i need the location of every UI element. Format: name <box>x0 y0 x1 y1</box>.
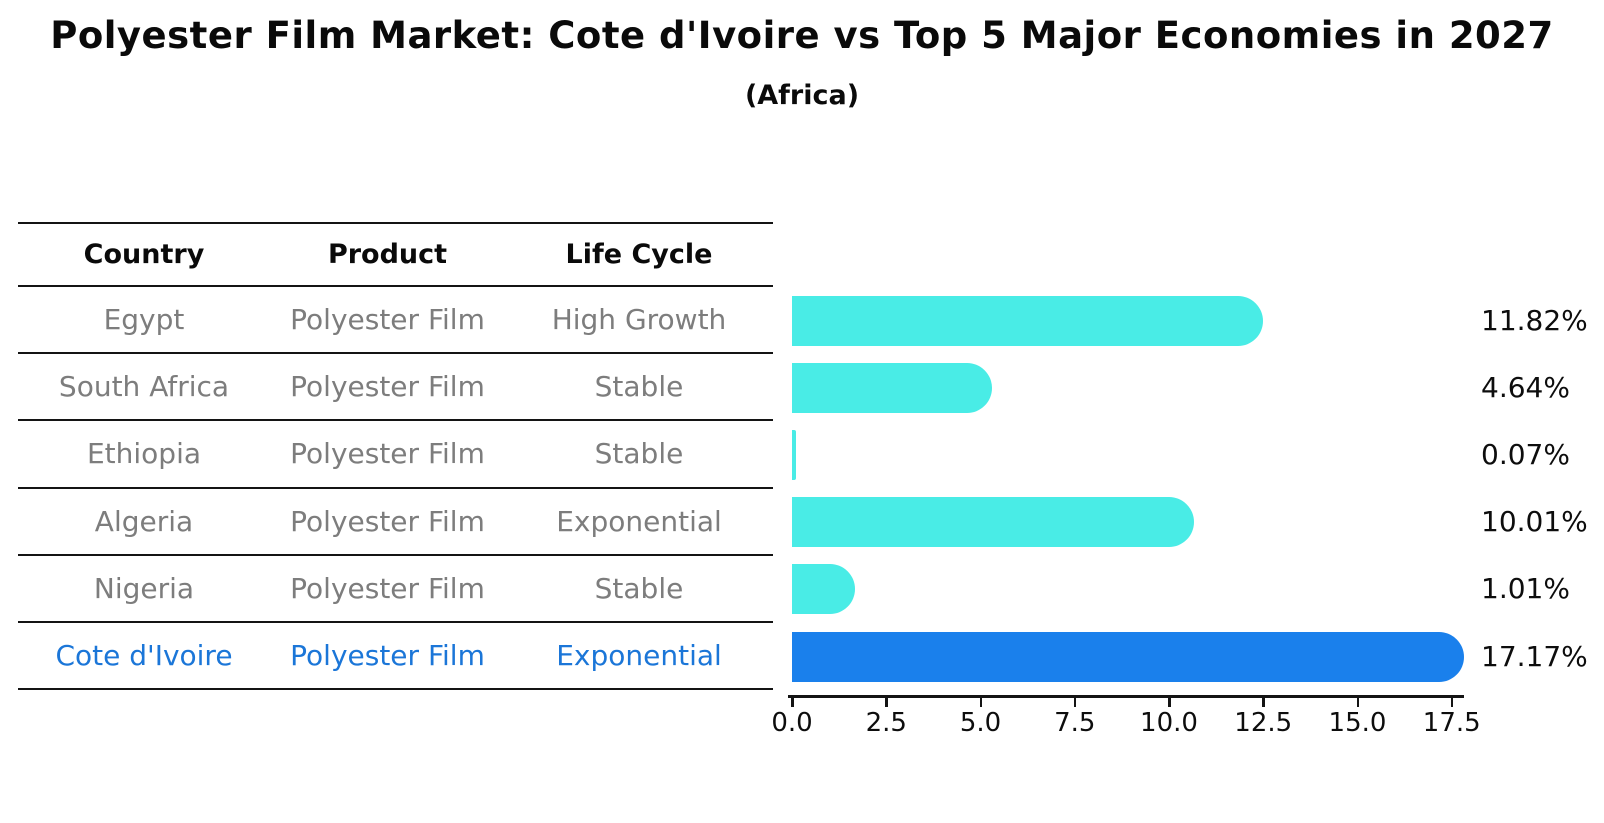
x-axis-tick <box>791 698 794 707</box>
row-country: South Africa <box>58 370 230 404</box>
row-country: Ethiopia <box>86 437 202 471</box>
bar-value-label: 17.17% <box>1481 639 1588 673</box>
bar-value-label: 1.01% <box>1481 572 1570 606</box>
row-life-cycle: Stable <box>594 437 684 471</box>
x-axis-tick-label: 10.0 <box>1140 708 1198 738</box>
chart-subtitle: (Africa) <box>744 80 860 111</box>
x-axis-line <box>788 695 1464 698</box>
row-life-cycle: Exponential <box>556 504 722 538</box>
bar-highlight-Cote d'Ivoire <box>792 631 1465 682</box>
x-axis-tick <box>885 698 888 707</box>
x-axis-tick-label: 2.5 <box>865 708 907 738</box>
table-row: Nigeria Polyester Film Stable <box>18 556 773 623</box>
x-axis-tick <box>1450 698 1454 707</box>
x-axis-tick <box>1168 698 1171 707</box>
x-axis-tick-label: 5.0 <box>959 708 1002 738</box>
x-axis-tick-label: 15.0 <box>1328 708 1387 738</box>
row-life-cycle: Exponential <box>556 639 722 673</box>
row-product: Polyester Film <box>290 303 485 337</box>
table-row: South Africa Polyester Film Stable <box>18 354 773 422</box>
x-axis-tick <box>1073 698 1077 707</box>
bar-South Africa <box>792 362 992 413</box>
table-header-row: Country Product Life Cycle <box>18 224 773 287</box>
bar-value-label: 10.01% <box>1481 505 1588 539</box>
bar-Nigeria <box>792 564 856 615</box>
column-header-life-cycle: Life Cycle <box>565 239 713 270</box>
x-axis-tick-label: 17.5 <box>1422 708 1481 738</box>
bar-value-label: 4.64% <box>1481 370 1570 404</box>
table-row: Cote d'Ivoire Polyester Film Exponential <box>18 623 773 691</box>
x-axis-tick <box>979 698 982 707</box>
bar-Algeria <box>792 497 1195 548</box>
x-axis-tick-label: 12.5 <box>1234 708 1293 738</box>
row-life-cycle: Stable <box>594 571 684 605</box>
bar-value-label: 0.07% <box>1481 438 1570 471</box>
row-country: Cote d'Ivoire <box>55 639 233 673</box>
row-country: Egypt <box>103 303 185 337</box>
row-country: Nigeria <box>93 571 195 605</box>
x-axis-tick <box>1356 698 1359 707</box>
table-body: Egypt Polyester Film High Growth South Afri… <box>18 287 773 691</box>
row-country: Algeria <box>94 504 194 538</box>
row-product: Polyester Film <box>290 571 485 605</box>
bar-value-label: 11.82% <box>1481 303 1588 337</box>
column-header-product: Product <box>327 239 448 270</box>
row-product: Polyester Film <box>290 370 485 404</box>
x-axis-tick <box>1262 698 1265 707</box>
chart-title: Polyester Film Market: Cote d'Ivoire vs … <box>50 14 1554 57</box>
x-axis-tick-label: 7.5 <box>1054 708 1096 738</box>
row-product: Polyester Film <box>290 639 485 673</box>
country-table: Country Product Life Cycle Egypt Polyeste… <box>18 222 773 691</box>
table-row: Egypt Polyester Film High Growth <box>18 287 773 355</box>
x-axis-tick-label: 0.0 <box>771 708 813 738</box>
row-life-cycle: Stable <box>594 370 684 404</box>
row-product: Polyester Film <box>290 437 485 471</box>
row-product: Polyester Film <box>290 504 485 538</box>
table-row: Algeria Polyester Film Exponential <box>18 489 773 556</box>
bar-Egypt <box>792 295 1263 346</box>
table-row: Ethiopia Polyester Film Stable <box>18 421 773 489</box>
column-header-country: Country <box>83 239 205 270</box>
bar-Ethiopia <box>792 430 796 480</box>
row-life-cycle: High Growth <box>551 303 727 337</box>
